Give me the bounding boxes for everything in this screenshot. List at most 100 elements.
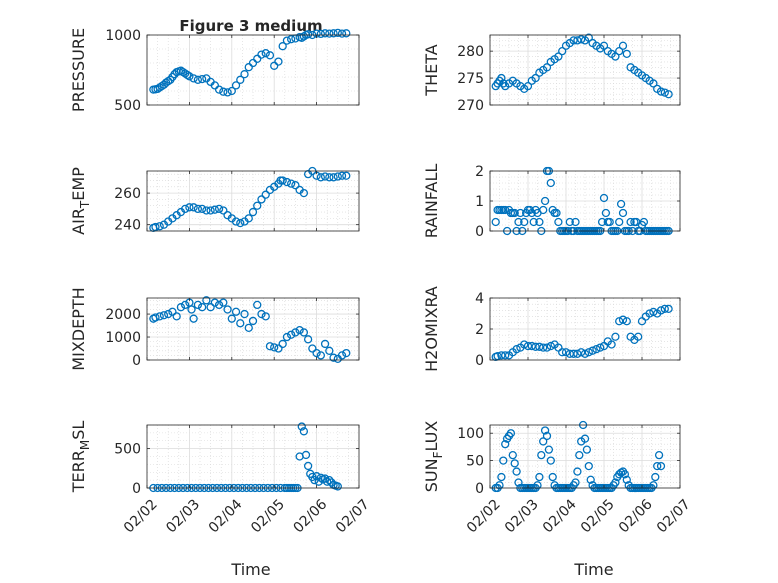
y-axis-label: AIRTEMP — [69, 167, 92, 235]
data-point — [219, 206, 228, 215]
y-tick-label: 0 — [132, 353, 141, 369]
y-axis-label: MIXDEPTH — [69, 287, 88, 370]
data-point — [649, 481, 658, 490]
data-point — [257, 309, 266, 319]
data-point — [544, 445, 554, 454]
data-point — [316, 29, 325, 39]
data-point — [599, 193, 609, 203]
data-point — [540, 196, 550, 206]
data-point — [622, 49, 631, 58]
data-point — [223, 305, 232, 314]
data-point — [325, 173, 334, 182]
y-axis-label: THETA — [422, 44, 441, 96]
data-point — [337, 171, 347, 180]
data-point — [278, 176, 287, 185]
y-axis-label: PRESSURE — [69, 28, 88, 112]
data-point — [278, 339, 287, 349]
y-tick-label: 280 — [457, 44, 484, 60]
y-tick-label: 2000 — [105, 307, 141, 323]
data-point — [577, 35, 586, 44]
data-point — [181, 300, 190, 310]
data-point — [333, 482, 342, 491]
data-point — [558, 348, 567, 357]
data-point — [265, 51, 275, 60]
data-point — [580, 434, 590, 443]
data-point — [181, 204, 190, 214]
data-point — [660, 304, 669, 314]
data-point — [552, 208, 561, 218]
data-point — [523, 82, 533, 91]
data-point — [303, 461, 313, 471]
data-point — [189, 314, 198, 323]
data-point — [155, 222, 164, 231]
data-point — [615, 47, 624, 56]
data-point — [282, 177, 292, 187]
data-point — [615, 217, 624, 227]
data-point — [605, 217, 614, 227]
data-point — [287, 330, 296, 339]
data-point — [282, 332, 292, 342]
data-point — [599, 41, 609, 50]
data-point — [278, 42, 287, 51]
data-point — [257, 195, 266, 204]
data-point — [210, 205, 219, 214]
axes-box — [146, 170, 360, 232]
data-point — [510, 459, 519, 468]
data-point — [622, 475, 631, 484]
axes-box — [489, 34, 681, 106]
data-point — [248, 58, 258, 68]
data-series — [491, 304, 673, 362]
data-point — [653, 461, 662, 471]
data-point — [227, 314, 236, 323]
data-point — [236, 75, 245, 84]
data-point — [497, 73, 506, 83]
data-point — [202, 296, 211, 305]
data-point — [342, 29, 351, 38]
data-point — [618, 208, 628, 218]
data-point — [548, 472, 557, 482]
data-series — [491, 33, 673, 99]
data-point — [607, 340, 616, 349]
data-point — [325, 475, 334, 485]
data-point — [197, 204, 207, 214]
y-tick-label: 260 — [114, 186, 141, 202]
data-point — [337, 351, 347, 360]
data-point — [189, 203, 198, 212]
data-point — [649, 79, 658, 88]
subplot-3: 240 260 AIRTEMP — [69, 167, 360, 235]
data-point — [639, 217, 649, 227]
y-tick-label: 2 — [475, 164, 484, 180]
data-point — [529, 217, 538, 227]
data-point — [231, 307, 241, 316]
data-point — [270, 343, 279, 352]
data-point — [214, 85, 224, 94]
axes-box — [146, 297, 360, 361]
data-point — [316, 473, 325, 482]
y-tick-label: 50 — [466, 454, 484, 470]
y-axis-label: SUNFLUX — [422, 421, 445, 493]
data-point — [575, 450, 584, 460]
data-point — [261, 312, 270, 321]
data-point — [303, 30, 313, 39]
data-point — [501, 440, 510, 449]
data-point — [314, 477, 323, 486]
data-point — [571, 478, 580, 487]
data-point — [622, 317, 631, 326]
subplot-2: 270 275 280 THETA — [422, 33, 681, 114]
data-point — [219, 298, 228, 307]
data-point — [333, 172, 342, 181]
data-point — [316, 173, 325, 182]
y-tick-label: 0 — [475, 353, 484, 369]
data-series — [149, 296, 351, 364]
data-point — [616, 199, 626, 209]
data-point — [301, 450, 311, 460]
data-series — [149, 28, 351, 97]
data-point — [253, 300, 262, 310]
data-point — [155, 312, 164, 321]
data-point — [601, 208, 611, 218]
data-point — [236, 319, 245, 328]
data-point — [342, 171, 351, 180]
data-point — [501, 351, 510, 360]
data-point — [185, 72, 194, 81]
data-point — [274, 344, 283, 353]
